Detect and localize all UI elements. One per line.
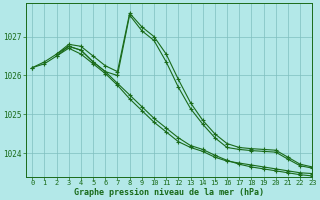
- X-axis label: Graphe pression niveau de la mer (hPa): Graphe pression niveau de la mer (hPa): [74, 188, 264, 197]
